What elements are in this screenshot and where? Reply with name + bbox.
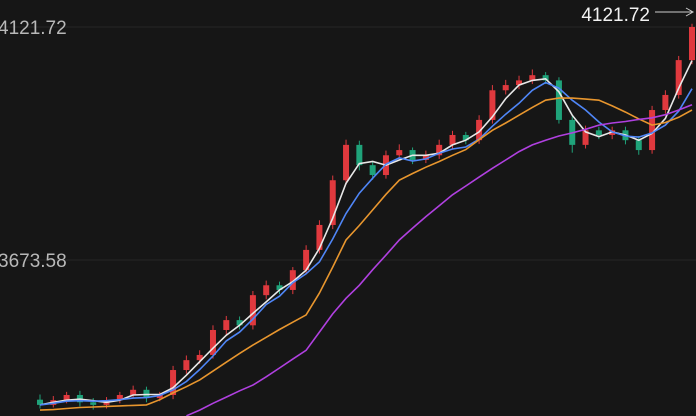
candle-body <box>196 354 203 361</box>
candle-body <box>516 80 523 86</box>
last-price-label: 4121.72 <box>581 5 650 26</box>
candle-body <box>675 60 682 95</box>
candle-body <box>436 144 443 156</box>
candle-body <box>249 295 256 326</box>
candle-body <box>329 180 336 225</box>
candle-body <box>502 85 509 91</box>
y-tick-label: 3673.58 <box>0 251 67 272</box>
candle-body <box>595 130 602 135</box>
candle-body <box>236 320 243 326</box>
candle-body <box>649 110 656 151</box>
candle-body <box>130 389 137 395</box>
candle-body <box>209 329 216 355</box>
candle-body <box>116 394 123 401</box>
candle-body <box>396 150 403 156</box>
ma-line <box>39 81 693 406</box>
last-price-arrow <box>685 7 695 17</box>
candle-body <box>156 394 163 399</box>
candle-body <box>170 370 177 395</box>
candle-body <box>449 134 456 145</box>
candle-body <box>462 134 469 141</box>
candle-body <box>662 94 669 111</box>
candle-body <box>223 320 230 330</box>
candle-body <box>555 80 562 120</box>
candle-body <box>183 360 190 371</box>
candle-body <box>289 270 296 290</box>
candle-body <box>529 75 536 81</box>
candle-body <box>90 402 97 405</box>
candle-body <box>276 285 283 290</box>
ma-line <box>186 104 693 416</box>
candle-body <box>63 394 70 401</box>
candle-body <box>37 399 43 405</box>
candle-body <box>489 90 496 120</box>
candle-body <box>635 140 642 151</box>
candle-body <box>422 155 429 160</box>
candle-body <box>303 249 310 271</box>
candle-body <box>263 285 270 296</box>
candle-body <box>582 130 589 145</box>
candle-body <box>369 165 376 176</box>
candle-body <box>356 144 363 166</box>
ma-line <box>39 97 693 411</box>
candle-body <box>542 75 549 81</box>
candle-body <box>316 224 323 250</box>
candle-body <box>343 144 350 181</box>
y-tick-label: 4121.72 <box>0 18 67 39</box>
candle-body <box>689 26 695 61</box>
candle-body <box>476 119 483 141</box>
